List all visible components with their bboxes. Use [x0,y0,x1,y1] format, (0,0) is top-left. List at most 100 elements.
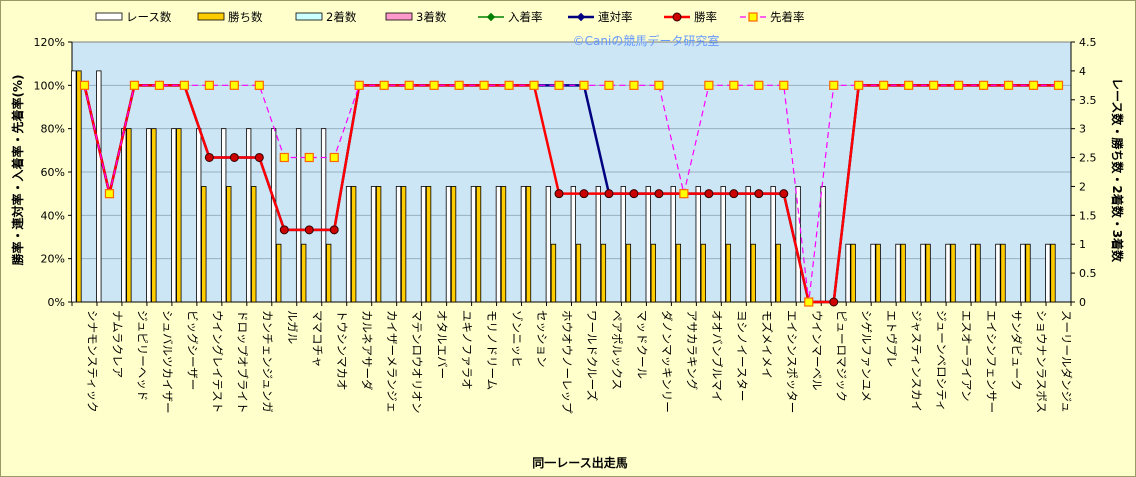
point-senchaku-rate [279,152,289,163]
point-senchaku-rate [679,189,689,199]
bar-races [196,128,202,303]
y-tick-label-right: 0.5 [1079,267,1097,280]
bar-races [495,186,502,303]
bar-races [895,243,901,303]
legend-label: 勝ち数 [228,10,263,24]
bar-races [770,186,776,303]
legend-swatch [95,12,123,21]
bar-wins [700,243,706,303]
legend-swatch [295,12,323,21]
bar-wins [126,128,132,303]
point-senchaku-rate [379,80,389,90]
bar-wins [375,186,382,303]
point-senchaku-rate [229,80,239,90]
bar-series [71,70,1056,303]
bar-races [246,128,252,303]
point-senchaku-rate [429,80,439,90]
point-senchaku-rate [854,80,864,90]
bar-races [96,70,102,303]
bar-wins [226,186,232,303]
point-win-rate [229,152,239,162]
y-tick-label-left: 20% [41,253,65,266]
bar-races [71,70,77,303]
bar-races [670,186,676,303]
category-label: ドロップオブライト [235,310,249,414]
y-tick-label-right: 4 [1079,65,1086,78]
point-senchaku-rate [404,80,414,90]
legend-label: 3着数 [416,10,447,24]
point-senchaku-rate [354,80,364,90]
bar-wins [950,243,956,303]
category-label: シュバルツカイザー [160,310,174,414]
category-label: カルネアサーダ [360,310,374,391]
category-label: シゲルファンユメ [860,310,874,402]
y-tick-label-right: 3.5 [1079,94,1097,107]
category-label: ジューンベロシティ [935,310,949,411]
y-tick-label-right: 1 [1079,238,1086,251]
point-senchaku-rate [1053,80,1064,90]
legend-label: 勝率 [694,10,717,24]
bar-races [620,186,626,303]
point-win-rate [579,189,589,199]
category-label: モリノドリーム [485,310,499,390]
category-label: カンチェンジュンガ [260,310,274,413]
bar-races [171,128,177,303]
point-senchaku-rate [604,80,614,90]
y-tick-label-left: 100% [34,79,65,92]
category-label: ワールドクルーズ [585,310,599,401]
point-senchaku-rate [929,80,939,90]
category-label: オタルエバー [435,310,449,379]
bar-races [870,243,876,303]
legend-label: 連対率 [598,10,633,24]
bar-wins [625,243,632,303]
category-label: ルガル [285,310,299,344]
bar-races [845,243,851,303]
legend-marker [576,12,586,22]
point-senchaku-rate [454,80,464,90]
category-label: ユキノファラオ [460,310,474,390]
category-label: ジャスティンスカイ [910,310,924,412]
point-senchaku-rate [254,80,264,90]
y-tick-label-left: 60% [41,166,65,179]
bar-races [695,186,701,303]
category-label: スーリールダンジュ [1060,310,1074,413]
bar-wins [925,243,931,303]
point-senchaku-rate [554,80,564,90]
category-label: ダノンマッキンリー [660,310,674,413]
category-label: エスオーライアン [960,310,974,402]
watermark: ©Caniの競馬データ研究室 [573,33,720,48]
y-axis-left-title: 勝率・連対率・入着率・先着率(%) [10,75,25,266]
bar-races [520,186,527,303]
bar-wins [500,186,507,303]
y-tick-label-left: 80% [41,123,65,136]
point-senchaku-rate [504,80,514,90]
point-win-rate [604,189,614,199]
point-senchaku-rate [779,80,789,90]
category-label: ピューロマジック [835,310,849,402]
point-win-rate [754,189,764,199]
bar-races [470,186,477,303]
bar-wins [775,243,781,303]
legend-swatch [197,12,225,21]
legend-label: 2着数 [326,10,357,24]
x-axis-title: 同一レース出走馬 [532,455,627,470]
point-senchaku-rate [104,189,115,199]
point-senchaku-rate [904,80,914,90]
bar-races [970,243,976,303]
bar-wins [750,243,756,303]
point-senchaku-rate [329,152,339,163]
bar-races [121,128,127,303]
category-label: ヨシノイースター [735,310,749,401]
bar-races [420,186,427,303]
y-axis-right-title: レース数・勝ち数・2着数・3着数 [1110,78,1125,263]
point-win-rate [279,225,289,235]
bar-wins [425,186,432,303]
category-label: マッドクール [635,310,649,379]
point-win-rate [829,297,839,307]
bar-wins [850,243,856,303]
bar-races [295,128,302,303]
point-win-rate [254,152,264,162]
bar-wins [475,186,482,303]
point-senchaku-rate [654,80,664,90]
